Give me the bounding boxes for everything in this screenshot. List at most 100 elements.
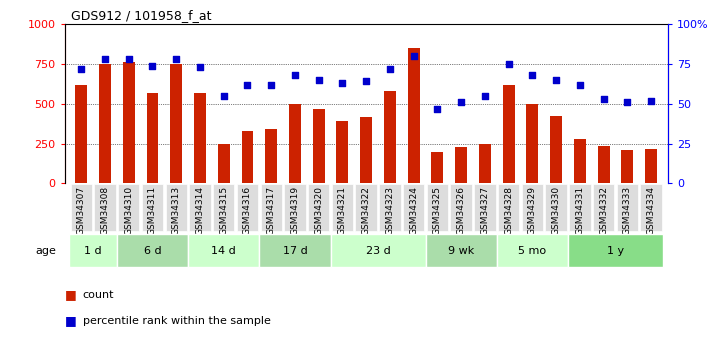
Point	[455, 99, 467, 105]
Text: GSM34329: GSM34329	[528, 186, 537, 235]
Text: GSM34331: GSM34331	[575, 186, 584, 235]
Text: GSM34317: GSM34317	[266, 186, 276, 235]
Bar	[622, 150, 633, 183]
Text: 9 wk: 9 wk	[448, 246, 475, 256]
Text: GSM34310: GSM34310	[124, 186, 134, 235]
Bar	[550, 117, 562, 183]
FancyBboxPatch shape	[426, 184, 448, 231]
Bar	[455, 147, 467, 183]
Text: 1 d: 1 d	[84, 246, 102, 256]
FancyBboxPatch shape	[261, 184, 282, 231]
Text: GSM34308: GSM34308	[101, 186, 109, 235]
Bar	[194, 92, 206, 183]
Point	[598, 96, 610, 102]
FancyBboxPatch shape	[403, 184, 424, 231]
Bar	[526, 104, 538, 183]
Point	[242, 82, 253, 87]
Bar	[360, 117, 372, 183]
Text: GSM34313: GSM34313	[172, 186, 181, 235]
Text: percentile rank within the sample: percentile rank within the sample	[83, 316, 271, 326]
Text: count: count	[83, 290, 114, 300]
FancyBboxPatch shape	[355, 184, 377, 231]
Text: GSM34320: GSM34320	[314, 186, 323, 235]
FancyBboxPatch shape	[166, 184, 187, 231]
Point	[526, 72, 538, 78]
FancyBboxPatch shape	[141, 184, 163, 231]
Point	[479, 93, 490, 99]
FancyBboxPatch shape	[640, 184, 662, 231]
Bar	[574, 139, 586, 183]
Bar	[503, 85, 515, 183]
Text: GSM34315: GSM34315	[219, 186, 228, 235]
Point	[170, 57, 182, 62]
Point	[645, 98, 657, 104]
Bar	[170, 64, 182, 183]
FancyBboxPatch shape	[308, 184, 330, 231]
Point	[218, 93, 230, 99]
FancyBboxPatch shape	[332, 184, 353, 231]
Point	[384, 66, 396, 71]
Text: GSM34332: GSM34332	[599, 186, 608, 235]
FancyBboxPatch shape	[617, 184, 638, 231]
Bar	[432, 152, 443, 183]
FancyBboxPatch shape	[284, 184, 306, 231]
Text: ■: ■	[65, 288, 76, 302]
Text: 1 y: 1 y	[607, 246, 624, 256]
Bar	[645, 149, 657, 183]
Point	[195, 65, 206, 70]
Bar	[241, 131, 253, 183]
Bar	[289, 104, 301, 183]
Bar	[146, 92, 159, 183]
Bar	[337, 121, 348, 183]
Text: GSM34311: GSM34311	[148, 186, 157, 235]
Point	[289, 72, 301, 78]
FancyBboxPatch shape	[379, 184, 401, 231]
FancyBboxPatch shape	[237, 184, 258, 231]
FancyBboxPatch shape	[593, 184, 615, 231]
FancyBboxPatch shape	[94, 184, 116, 231]
FancyBboxPatch shape	[118, 184, 139, 231]
Text: GSM34325: GSM34325	[433, 186, 442, 235]
FancyBboxPatch shape	[259, 234, 330, 267]
Text: 14 d: 14 d	[211, 246, 236, 256]
Text: GSM34323: GSM34323	[386, 186, 394, 235]
Text: GSM34327: GSM34327	[480, 186, 490, 235]
Point	[123, 57, 134, 62]
Point	[337, 80, 348, 86]
Bar	[75, 85, 87, 183]
FancyBboxPatch shape	[568, 234, 663, 267]
Text: GSM34328: GSM34328	[504, 186, 513, 235]
Point	[360, 79, 372, 84]
Bar	[384, 91, 396, 183]
Text: GSM34314: GSM34314	[195, 186, 205, 235]
Point	[266, 82, 277, 87]
Point	[432, 106, 443, 111]
Bar	[218, 144, 230, 183]
FancyBboxPatch shape	[498, 184, 519, 231]
Text: GSM34330: GSM34330	[551, 186, 561, 235]
Point	[622, 99, 633, 105]
FancyBboxPatch shape	[70, 184, 92, 231]
Bar	[408, 48, 419, 183]
Text: GSM34324: GSM34324	[409, 186, 418, 235]
Text: 5 mo: 5 mo	[518, 246, 546, 256]
FancyBboxPatch shape	[426, 234, 497, 267]
FancyBboxPatch shape	[330, 234, 426, 267]
Bar	[479, 144, 491, 183]
Text: GSM34333: GSM34333	[623, 186, 632, 235]
Text: ■: ■	[65, 314, 76, 327]
FancyBboxPatch shape	[474, 184, 495, 231]
FancyBboxPatch shape	[190, 184, 210, 231]
Point	[551, 77, 562, 83]
Point	[574, 82, 586, 87]
Text: GDS912 / 101958_f_at: GDS912 / 101958_f_at	[70, 9, 211, 22]
Text: GSM34321: GSM34321	[338, 186, 347, 235]
FancyBboxPatch shape	[117, 234, 188, 267]
FancyBboxPatch shape	[70, 234, 117, 267]
FancyBboxPatch shape	[188, 234, 259, 267]
Point	[408, 53, 419, 59]
Text: GSM34316: GSM34316	[243, 186, 252, 235]
FancyBboxPatch shape	[213, 184, 234, 231]
Bar	[313, 109, 325, 183]
Point	[146, 63, 158, 68]
